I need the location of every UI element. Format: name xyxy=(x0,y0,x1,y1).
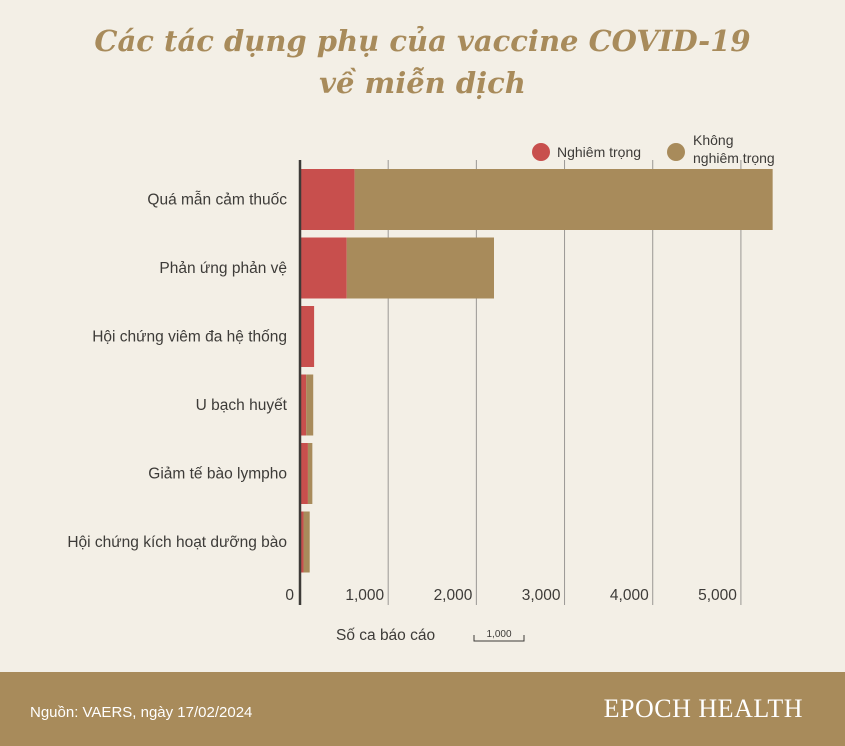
x-axis-label: Số ca báo cáo xyxy=(336,627,435,644)
bar-non-serious xyxy=(354,169,773,230)
category-label: Quá mẫn cảm thuốc xyxy=(147,192,287,209)
grid-lines xyxy=(387,160,742,605)
category-labels: Quá mẫn cảm thuốc Phản ứng phản vệ Hội chứ… xyxy=(67,192,287,552)
bar-serious xyxy=(300,511,304,573)
scale-bracket xyxy=(473,635,525,642)
legend-serious-label: Nghiêm trọng xyxy=(557,144,641,160)
bar-serious xyxy=(300,443,308,504)
bar-chart: Quá mẫn cảm thuốc Phản ứng phản vệ Hội chứ… xyxy=(67,132,775,644)
bar-non-serious xyxy=(307,443,313,504)
bars xyxy=(300,169,773,573)
bar-non-serious xyxy=(303,511,310,573)
category-label: U bạch huyết xyxy=(196,397,288,414)
chart-title: Các tác dụng phụ của vaccine COVID-19 về… xyxy=(0,20,845,104)
legend-non-serious-swatch xyxy=(667,143,685,161)
x-tick-label: 3,000 xyxy=(522,587,561,604)
legend-non-serious-line-1: Không xyxy=(693,132,733,148)
x-tick-label: 0 xyxy=(285,587,294,604)
x-tick-label: 4,000 xyxy=(610,587,649,604)
category-label: Hội chứng kích hoạt dưỡng bào xyxy=(67,534,287,551)
bar-serious xyxy=(300,374,307,436)
legend-non-serious-label: Không nghiêm trọng xyxy=(693,132,775,166)
brand-logo: EPOCH HEALTH xyxy=(603,694,803,723)
x-tick-label: 1,000 xyxy=(345,587,384,604)
scale-label: 1,000 xyxy=(486,629,511,640)
bar-serious xyxy=(300,169,355,230)
legend-serious-swatch xyxy=(532,143,550,161)
bar-serious xyxy=(300,237,347,299)
legend-non-serious-line-2: nghiêm trọng xyxy=(693,150,775,166)
bar-non-serious xyxy=(346,237,494,299)
x-tick-labels: 0 1,000 2,000 3,000 4,000 5,000 xyxy=(285,587,737,604)
bar-non-serious xyxy=(306,374,314,436)
x-tick-label: 5,000 xyxy=(698,587,737,604)
category-label: Hội chứng viêm đa hệ thống xyxy=(92,329,287,346)
legend: Nghiêm trọng Không nghiêm trọng xyxy=(532,132,775,166)
category-label: Phản ứng phản vệ xyxy=(159,260,287,277)
scale-indicator: 1,000 xyxy=(473,629,525,642)
footer: Nguồn: VAERS, ngày 17/02/2024 EPOCH HEAL… xyxy=(0,672,845,746)
bar-serious xyxy=(300,306,315,367)
chart-title-line-2: về miễn dịch xyxy=(319,66,526,100)
category-label: Giảm tế bào lympho xyxy=(148,466,287,483)
chart-title-line-1: Các tác dụng phụ của vaccine COVID-19 xyxy=(94,24,751,58)
x-tick-label: 2,000 xyxy=(434,587,473,604)
source-text: Nguồn: VAERS, ngày 17/02/2024 xyxy=(30,704,253,721)
